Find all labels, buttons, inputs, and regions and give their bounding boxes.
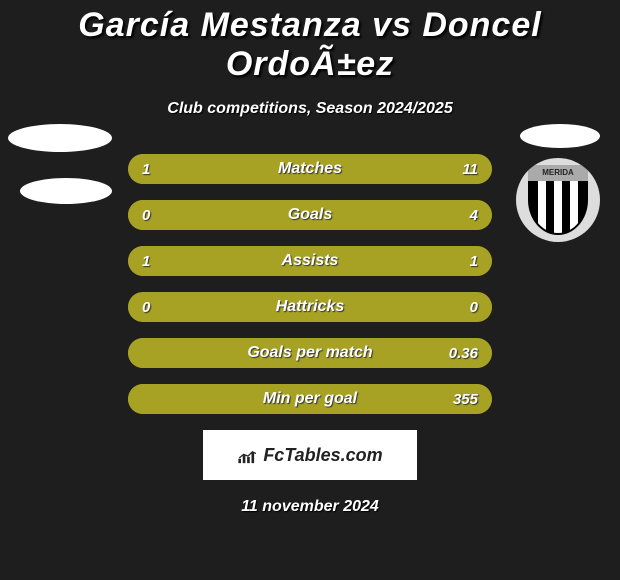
stat-row: 00Hattricks: [8, 292, 612, 322]
stat-label: Hattricks: [128, 298, 492, 316]
stat-row: 0.36Goals per match: [8, 338, 612, 368]
subtitle: Club competitions, Season 2024/2025: [0, 100, 620, 118]
branding-box: FcTables.com: [203, 430, 417, 480]
stat-bar: 0.36Goals per match: [128, 338, 492, 368]
date-text: 11 november 2024: [0, 498, 620, 516]
stat-bar: 111Matches: [128, 154, 492, 184]
stat-bar: 11Assists: [128, 246, 492, 276]
stat-label: Goals per match: [128, 344, 492, 362]
stat-row: 355Min per goal: [8, 384, 612, 414]
left-player-oval-1: [8, 124, 112, 152]
stat-label: Assists: [128, 252, 492, 270]
stat-label: Matches: [128, 160, 492, 178]
page-title: García Mestanza vs Doncel OrdoÃ±ez: [0, 0, 620, 84]
branding-logo: FcTables.com: [237, 445, 382, 466]
stat-bar: 04Goals: [128, 200, 492, 230]
chart-icon: [237, 448, 259, 462]
stat-bar: 00Hattricks: [128, 292, 492, 322]
stat-row: 111Matches: [8, 154, 612, 184]
stat-row: 04Goals: [8, 200, 612, 230]
stat-label: Min per goal: [128, 390, 492, 408]
branding-text: FcTables.com: [263, 445, 382, 466]
stat-label: Goals: [128, 206, 492, 224]
stat-row: 11Assists: [8, 246, 612, 276]
right-player-oval: [520, 124, 600, 148]
stat-bar: 355Min per goal: [128, 384, 492, 414]
